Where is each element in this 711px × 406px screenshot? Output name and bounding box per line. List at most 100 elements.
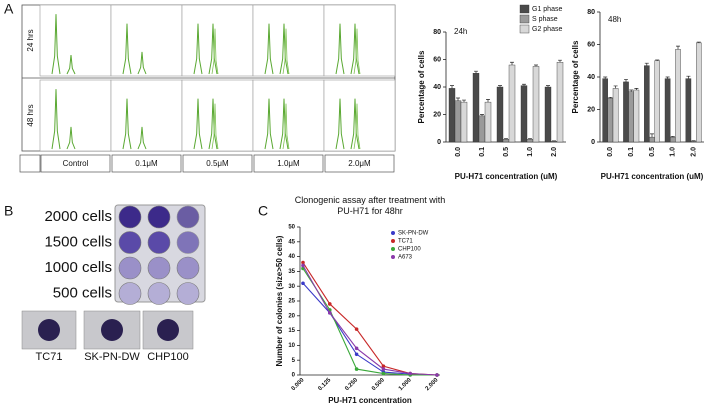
bar (460, 101, 468, 143)
chart-title: 24h (454, 27, 467, 36)
bar (612, 88, 619, 143)
colony (101, 319, 123, 341)
error-bar (534, 64, 538, 67)
x-tick-label: 0.1 (628, 147, 635, 157)
point (328, 302, 332, 306)
bar (502, 139, 510, 143)
well (147, 205, 171, 229)
column-label: 0.5μM (206, 159, 229, 168)
bar (448, 88, 456, 143)
flow-peak (279, 23, 289, 75)
flow-cell (252, 4, 325, 77)
y-tick-label: 0 (437, 139, 441, 146)
flow-cell (39, 4, 112, 77)
error-bar (603, 76, 608, 79)
x-tick-label: 0.250 (344, 377, 359, 392)
legend-label: CHP100 (398, 247, 421, 253)
error-bar (456, 97, 460, 101)
panel-letter: C (258, 203, 268, 219)
x-tick-label: 1.000 (398, 377, 413, 392)
column-label-box (182, 154, 253, 173)
row-label: 24 hrs (26, 29, 35, 51)
flow-cell (110, 79, 183, 152)
well (118, 231, 142, 254)
well (147, 256, 171, 280)
bar (675, 49, 681, 143)
y-tick-label: 80 (587, 9, 595, 16)
error-bar (670, 135, 675, 138)
flow-peak (279, 98, 289, 150)
error-bar (504, 138, 508, 140)
y-axis-label: Percentage of cells (417, 50, 426, 123)
error-bar (474, 70, 478, 74)
bar (478, 115, 486, 143)
x-tick-label: 0.000 (291, 377, 306, 392)
error-bar (634, 88, 639, 90)
error-bar (462, 99, 466, 103)
flow-peak (353, 28, 361, 75)
y-tick-label: 35 (288, 269, 295, 275)
bar (664, 78, 671, 143)
flow-peak (282, 103, 290, 150)
flow-cell (39, 79, 112, 152)
flow-cell (252, 79, 325, 152)
error-bar (696, 41, 701, 43)
y-tick-label: 20 (433, 111, 441, 118)
column-label-box (253, 154, 324, 173)
error-bar (450, 85, 454, 89)
error-bar (613, 85, 618, 89)
flow-peak (193, 23, 203, 75)
flow-peak (51, 14, 61, 75)
bar (454, 100, 462, 143)
error-bar (546, 85, 550, 87)
error-bar (498, 85, 502, 87)
error-bar (558, 59, 562, 63)
point (301, 260, 305, 265)
well (118, 256, 142, 280)
x-tick-label: 0.5 (649, 147, 656, 157)
well (147, 231, 171, 254)
legend-label: S phase (532, 16, 558, 23)
row-label: 1500 cells (44, 233, 112, 250)
column-label-box (111, 154, 182, 173)
bar (690, 140, 697, 143)
flow-cell (110, 4, 183, 77)
x-tick-label: 0.0 (455, 147, 462, 157)
series-line (302, 282, 438, 376)
label-box (19, 154, 41, 173)
y-tick-label: 15 (288, 328, 295, 334)
bar (520, 85, 528, 143)
y-tick-label: 80 (433, 29, 441, 36)
column-label: 2.0μM (348, 159, 371, 168)
point (435, 373, 439, 377)
error-bar (608, 96, 613, 99)
well (147, 282, 171, 305)
x-tick-label: 0.500 (371, 377, 386, 392)
legend-label: A673 (398, 255, 413, 261)
bar (633, 89, 640, 143)
error-bar (629, 89, 634, 92)
flow-peak (335, 23, 345, 75)
flow-peak (122, 23, 132, 75)
y-tick-label: 40 (587, 74, 595, 81)
bar (644, 65, 650, 143)
bar (484, 101, 492, 143)
legend-label: TC71 (398, 239, 413, 245)
well (176, 256, 200, 280)
bar (544, 86, 552, 143)
bar (526, 139, 534, 143)
chart-title: Clonogenic assay after treatment with PU… (294, 195, 446, 216)
y-tick-label: 60 (587, 41, 595, 48)
photo-label: CHP100 (147, 351, 189, 363)
legend-swatch (519, 4, 530, 14)
x-tick-label: 0.0 (607, 147, 614, 157)
flow-peak (208, 98, 218, 150)
bar (556, 62, 564, 143)
bar (649, 136, 655, 143)
error-bar (665, 76, 670, 79)
legend-label: G2 phase (532, 26, 562, 33)
bar (508, 64, 516, 143)
row-label: 500 cells (53, 284, 112, 301)
bar (472, 73, 480, 143)
y-tick-label: 30 (288, 284, 295, 290)
